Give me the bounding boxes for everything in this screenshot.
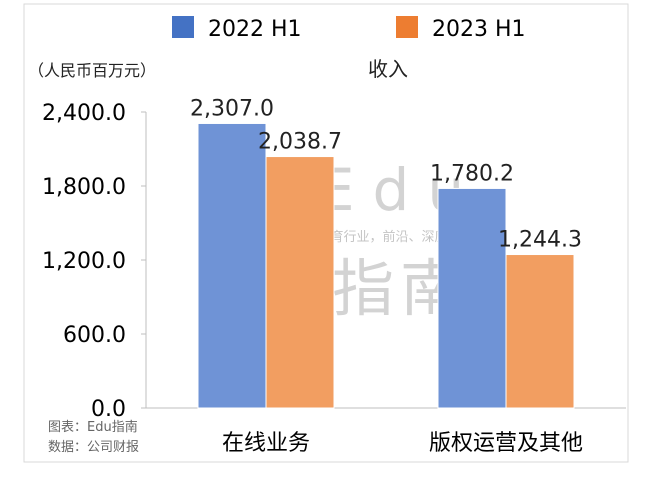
chart-title: 收入 — [368, 57, 408, 81]
y-axis-ticks: 0.0 600.0 1,200.0 1,800.0 2,400.0 — [42, 101, 146, 422]
bar-value-labels: 2,307.0 2,038.7 1,780.2 1,244.3 — [190, 96, 582, 252]
bar-value-label: 2,307.0 — [190, 96, 274, 121]
legend-label-2023-h1: 2023 H1 — [432, 17, 526, 42]
x-axis-labels: 在线业务 版权运营及其他 — [222, 431, 583, 456]
bar-2023-h1-1 — [265, 156, 335, 409]
source-data-note: 数据：公司财报 — [48, 440, 139, 455]
bar-2022-h1-2 — [437, 187, 507, 409]
bar-value-label: 2,038.7 — [258, 130, 342, 155]
legend: 2022 H1 2023 H1 — [172, 16, 526, 42]
legend-swatch-2023-h1 — [396, 16, 418, 38]
legend-swatch-2022-h1 — [172, 16, 194, 38]
bar-2022-h1-1 — [197, 122, 267, 409]
y-tick-label: 0.0 — [91, 397, 126, 422]
unit-label: （人民币百万元） — [28, 61, 156, 80]
legend-label-2022-h1: 2022 H1 — [208, 17, 302, 42]
y-tick-label: 1,800.0 — [42, 175, 126, 200]
bar-2023-h1-2 — [505, 254, 575, 409]
y-tick-label: 600.0 — [63, 323, 126, 348]
y-tick-label: 2,400.0 — [42, 101, 126, 126]
bars — [197, 122, 575, 409]
y-tick-label: 1,200.0 — [42, 249, 126, 274]
x-category-label: 版权运营及其他 — [429, 431, 583, 456]
x-category-label: 在线业务 — [222, 431, 310, 456]
bar-value-label: 1,244.3 — [498, 228, 582, 253]
source-chart-note: 图表：Edu指南 — [48, 419, 138, 435]
bar-value-label: 1,780.2 — [430, 161, 514, 186]
